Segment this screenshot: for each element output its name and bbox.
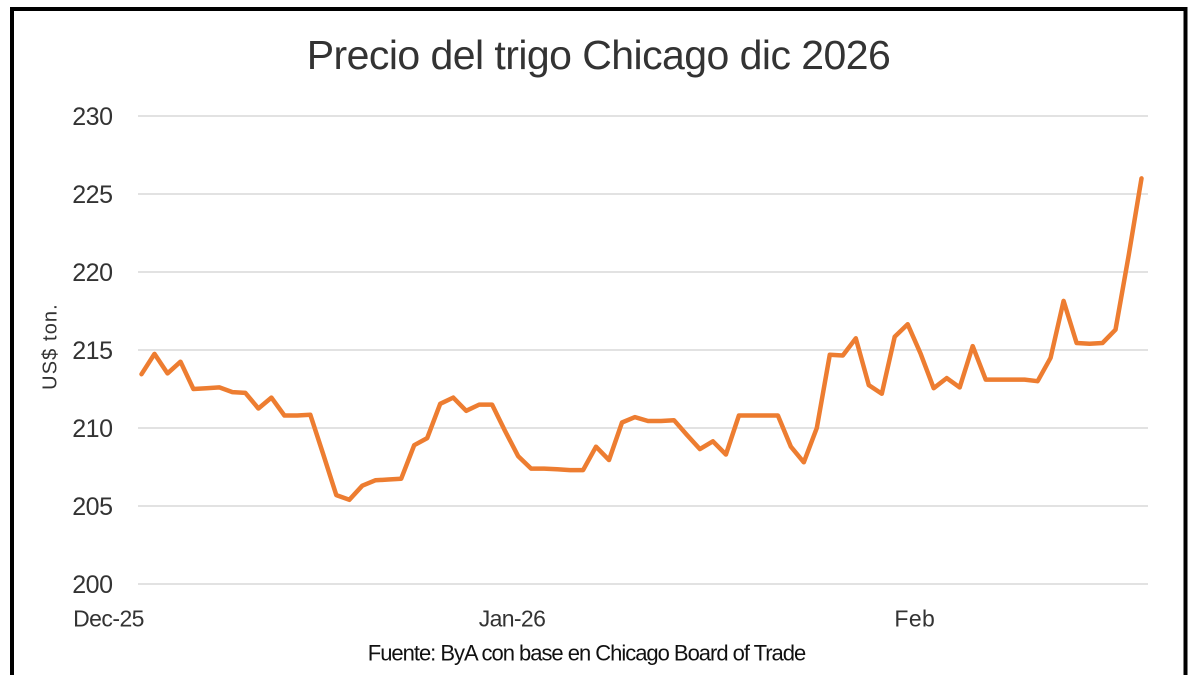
svg-text:200: 200 xyxy=(72,571,112,599)
svg-text:Fuente: ByA con base en Chicag: Fuente: ByA con base en Chicago Board of… xyxy=(368,641,806,666)
svg-text:225: 225 xyxy=(72,181,112,209)
svg-text:210: 210 xyxy=(72,415,112,443)
svg-text:230: 230 xyxy=(72,103,112,131)
svg-text:Feb: Feb xyxy=(894,606,935,632)
svg-text:215: 215 xyxy=(72,337,112,365)
svg-text:US$ ton.: US$ ton. xyxy=(40,303,62,390)
svg-text:205: 205 xyxy=(72,493,112,521)
svg-text:Dec-25: Dec-25 xyxy=(73,606,144,632)
svg-text:Jan-26: Jan-26 xyxy=(479,606,545,632)
svg-text:220: 220 xyxy=(72,259,112,287)
svg-text:Precio del trigo Chicago dic 2: Precio del trigo Chicago dic 2026 xyxy=(307,32,891,78)
